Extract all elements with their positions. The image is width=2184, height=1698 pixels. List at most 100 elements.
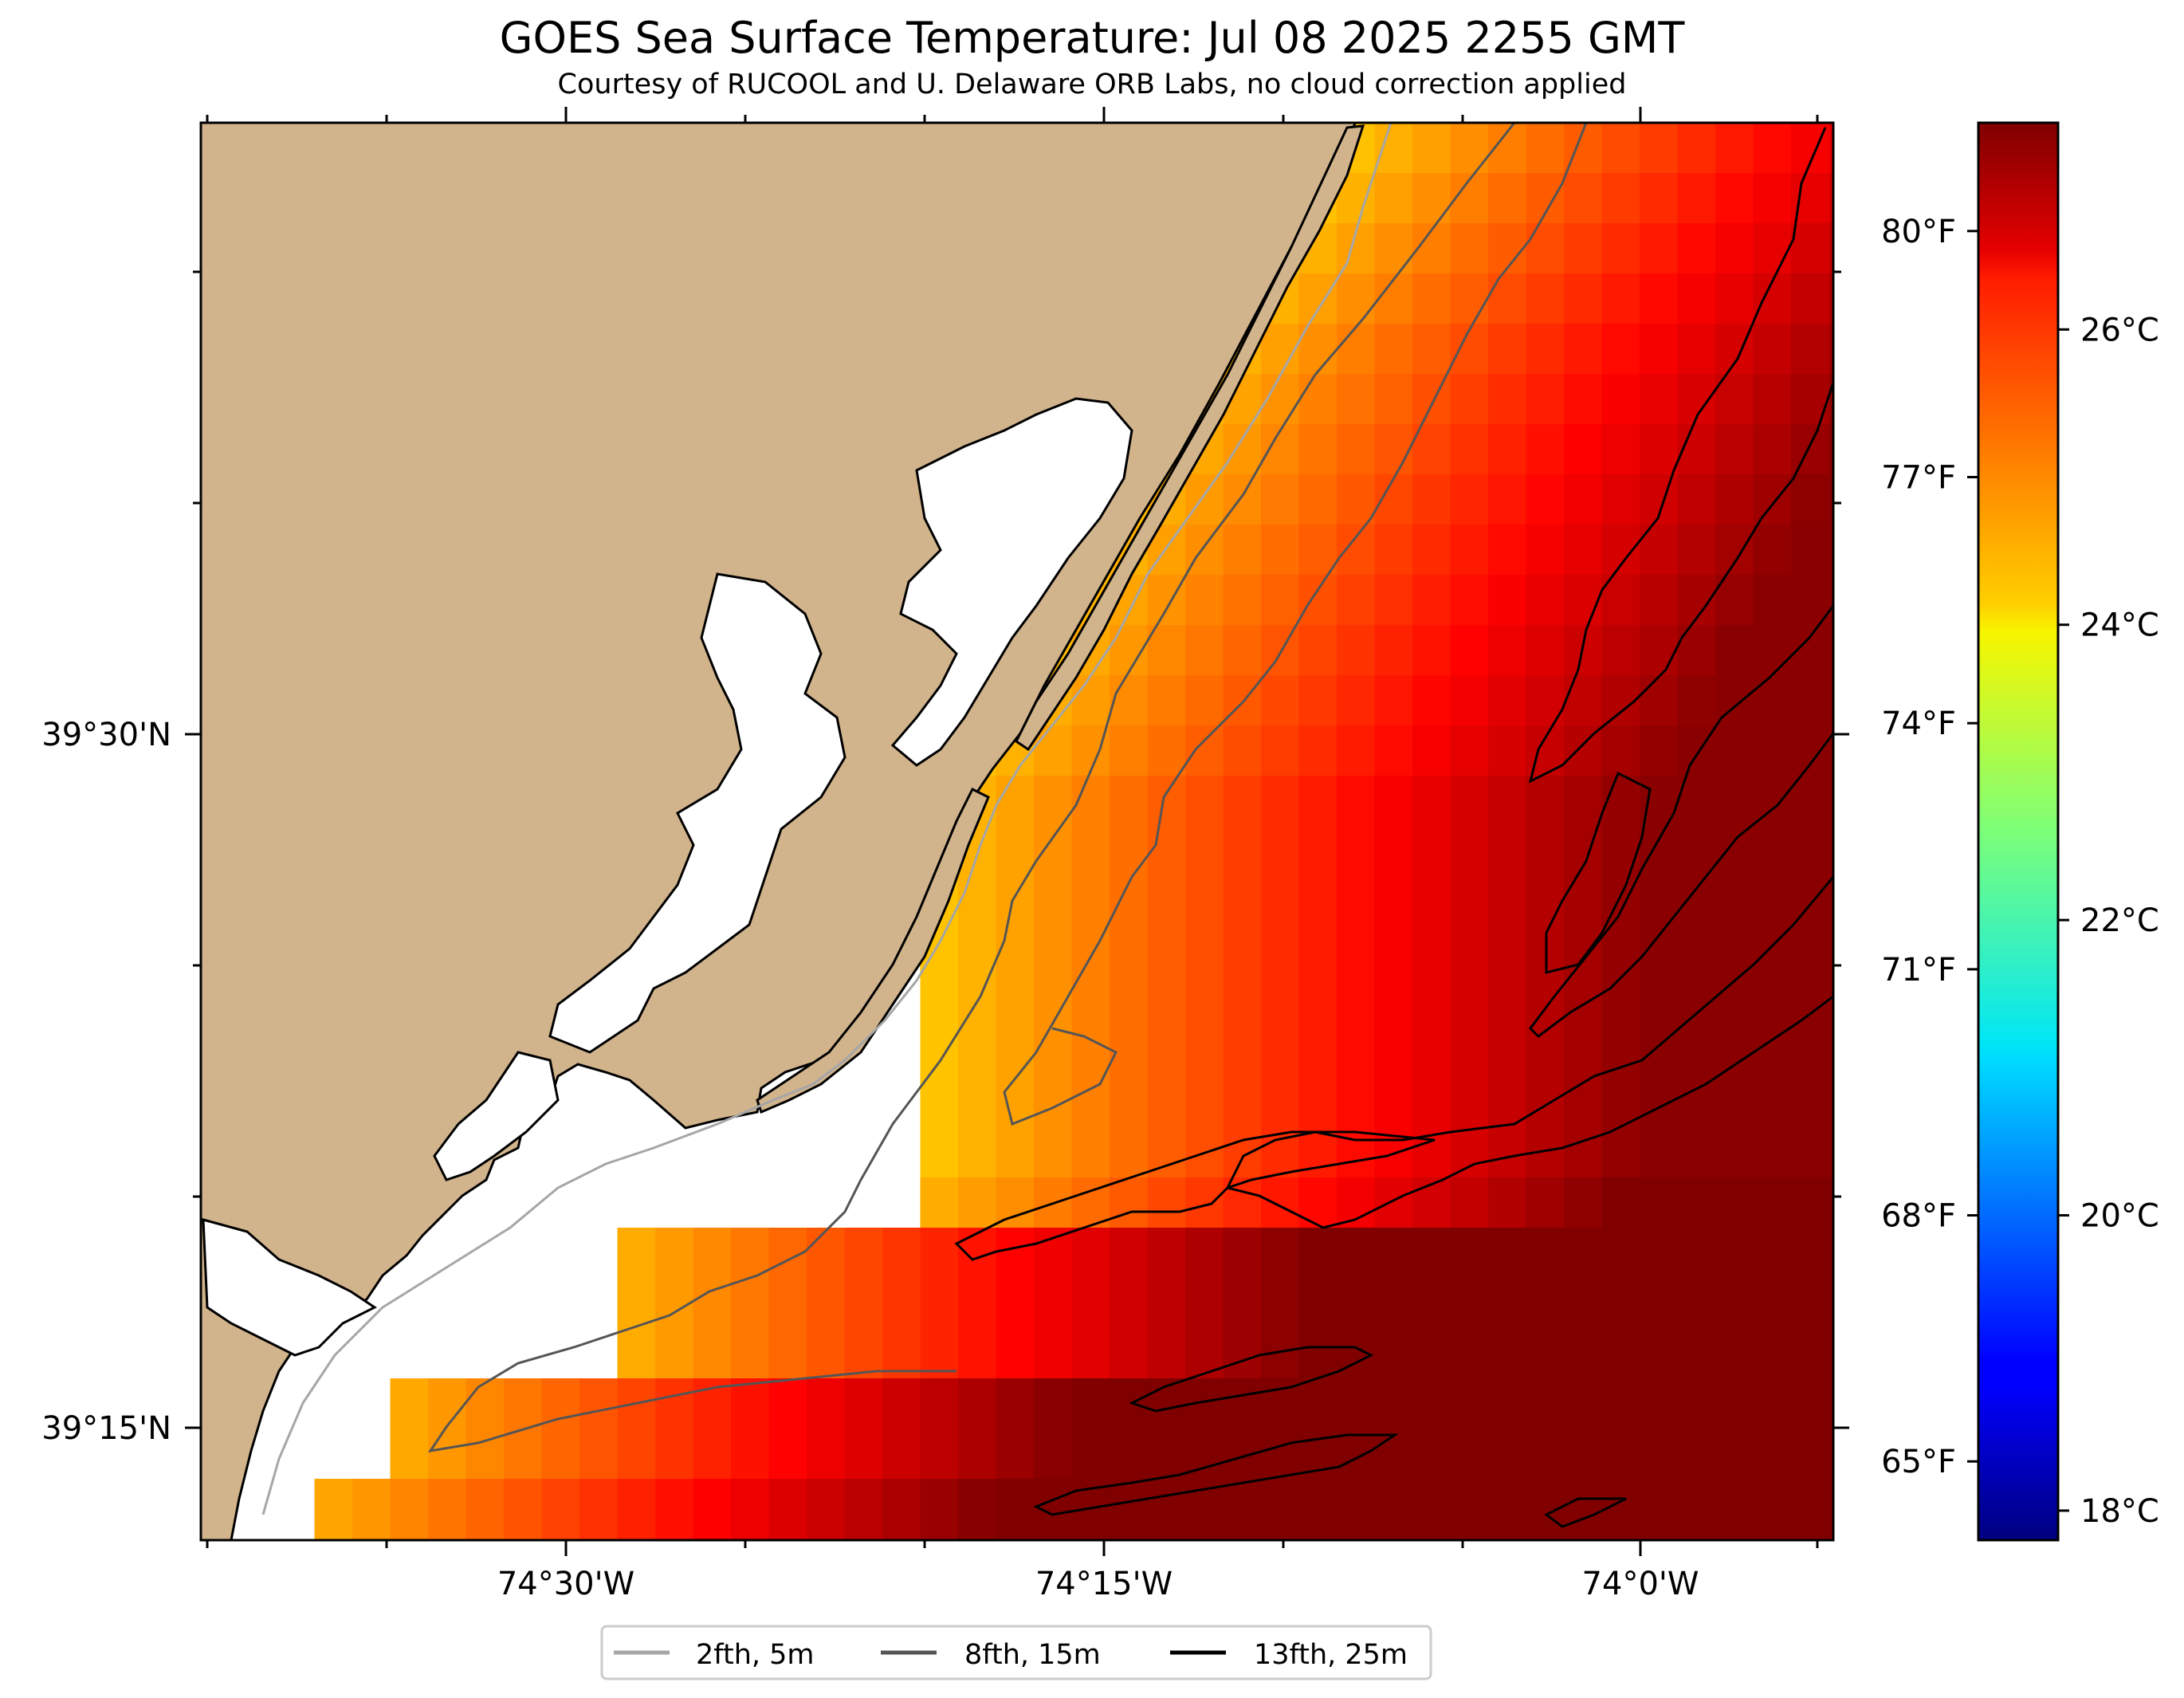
sst-cell xyxy=(1185,977,1224,1028)
sst-cell xyxy=(768,1328,807,1379)
sst-cell xyxy=(1677,1127,1716,1178)
sst-cell xyxy=(1337,273,1376,324)
sst-cell xyxy=(1110,1429,1149,1480)
sst-cell xyxy=(1640,273,1679,324)
legend-label: 13fth, 25m xyxy=(1254,1639,1408,1671)
sst-cell xyxy=(1450,1077,1489,1128)
sst-cell xyxy=(1412,826,1451,877)
sst-cell xyxy=(844,1228,883,1279)
sst-cell xyxy=(1564,474,1603,525)
sst-cell xyxy=(1715,1479,1754,1530)
x-tick-label: 74°0'W xyxy=(1582,1566,1699,1602)
sst-cell xyxy=(1374,1479,1413,1530)
sst-cell xyxy=(1488,1328,1527,1379)
sst-cell xyxy=(1791,725,1830,776)
sst-cell xyxy=(1526,474,1565,525)
sst-cell xyxy=(1412,625,1451,676)
sst-cell xyxy=(1110,1228,1149,1279)
sst-cell xyxy=(1412,1378,1451,1429)
sst-cell xyxy=(1223,675,1262,726)
sst-cell xyxy=(1791,977,1830,1028)
sst-cell xyxy=(996,1228,1035,1279)
sst-cell xyxy=(1829,173,1833,224)
sst-cell xyxy=(1715,1529,1754,1540)
sst-cell xyxy=(1185,474,1224,525)
sst-cell xyxy=(996,876,1035,927)
sst-cell xyxy=(1034,826,1073,877)
sst-cell xyxy=(1829,977,1833,1028)
sst-cell xyxy=(1564,1077,1603,1128)
sst-cell xyxy=(1374,826,1413,877)
sst-cell xyxy=(1715,826,1754,877)
sst-cell xyxy=(1147,1278,1186,1329)
sst-cell xyxy=(655,1328,694,1379)
sst-cell xyxy=(1829,625,1833,676)
map-ticks xyxy=(185,107,1849,1556)
sst-cell xyxy=(1223,1378,1262,1429)
sst-cell xyxy=(1147,776,1186,827)
sst-cell xyxy=(1337,525,1376,576)
sst-cell xyxy=(1223,776,1262,827)
legend-box xyxy=(600,1625,1432,1680)
sst-cell xyxy=(1147,1529,1186,1540)
sst-cell xyxy=(1185,1027,1224,1078)
sst-cell xyxy=(1488,1228,1527,1279)
sst-cell xyxy=(1677,1378,1716,1429)
sst-cell xyxy=(1488,575,1527,626)
sst-cell xyxy=(1488,1378,1527,1429)
sst-cell xyxy=(996,977,1035,1028)
sst-cell xyxy=(1715,123,1754,174)
sst-cell xyxy=(1526,324,1565,375)
sst-cell xyxy=(1337,324,1376,375)
sst-cell xyxy=(1337,926,1376,977)
sst-cell xyxy=(1526,1077,1565,1128)
sst-cell xyxy=(1753,324,1792,375)
sst-cell xyxy=(1261,525,1300,576)
sst-cell xyxy=(1677,625,1716,676)
sst-cell xyxy=(1450,1228,1489,1279)
sst-cell xyxy=(1071,1378,1110,1429)
sst-cell xyxy=(996,1077,1035,1128)
sst-cell xyxy=(1110,1177,1149,1228)
sst-cell xyxy=(1034,977,1073,1028)
sst-cell xyxy=(1071,977,1110,1028)
sst-cell xyxy=(1337,876,1376,927)
sst-cell xyxy=(1715,525,1754,576)
sst-cell xyxy=(1488,1127,1527,1178)
sst-cell xyxy=(1450,1529,1489,1540)
sst-cell xyxy=(693,1328,732,1379)
colorbar-gradient xyxy=(1978,123,2058,1540)
sst-cell xyxy=(1526,675,1565,726)
sst-cell xyxy=(579,1378,619,1429)
sst-cell xyxy=(1450,926,1489,977)
sst-cell xyxy=(1829,1177,1833,1228)
sst-cell xyxy=(1829,1529,1833,1540)
sst-cell xyxy=(731,1278,770,1329)
sst-cell xyxy=(1753,1328,1792,1379)
sst-cell xyxy=(1601,173,1640,224)
sst-cell xyxy=(1374,977,1413,1028)
sst-cell xyxy=(1147,1077,1186,1128)
sst-cell xyxy=(1261,876,1300,927)
sst-cell xyxy=(1223,1228,1262,1279)
sst-cell xyxy=(1412,725,1451,776)
sst-cell xyxy=(1640,424,1679,475)
sst-cell xyxy=(1034,1228,1073,1279)
sst-cell xyxy=(1640,625,1679,676)
sst-cell xyxy=(1374,1177,1413,1228)
sst-cell xyxy=(1677,826,1716,877)
sst-cell xyxy=(1034,1077,1073,1128)
sst-cell xyxy=(1450,1378,1489,1429)
sst-cell xyxy=(1034,876,1073,927)
sst-cell xyxy=(1829,474,1833,525)
sst-cell xyxy=(1791,1479,1830,1530)
sst-cell xyxy=(1601,123,1640,174)
sst-cell xyxy=(1564,1328,1603,1379)
sst-cell xyxy=(617,1529,656,1540)
sst-cell xyxy=(1337,776,1376,827)
sst-cell xyxy=(1564,1529,1603,1540)
sst-cell xyxy=(1374,625,1413,676)
sst-cell xyxy=(1601,474,1640,525)
sst-cell xyxy=(920,1378,959,1429)
sst-cell xyxy=(390,1529,429,1540)
